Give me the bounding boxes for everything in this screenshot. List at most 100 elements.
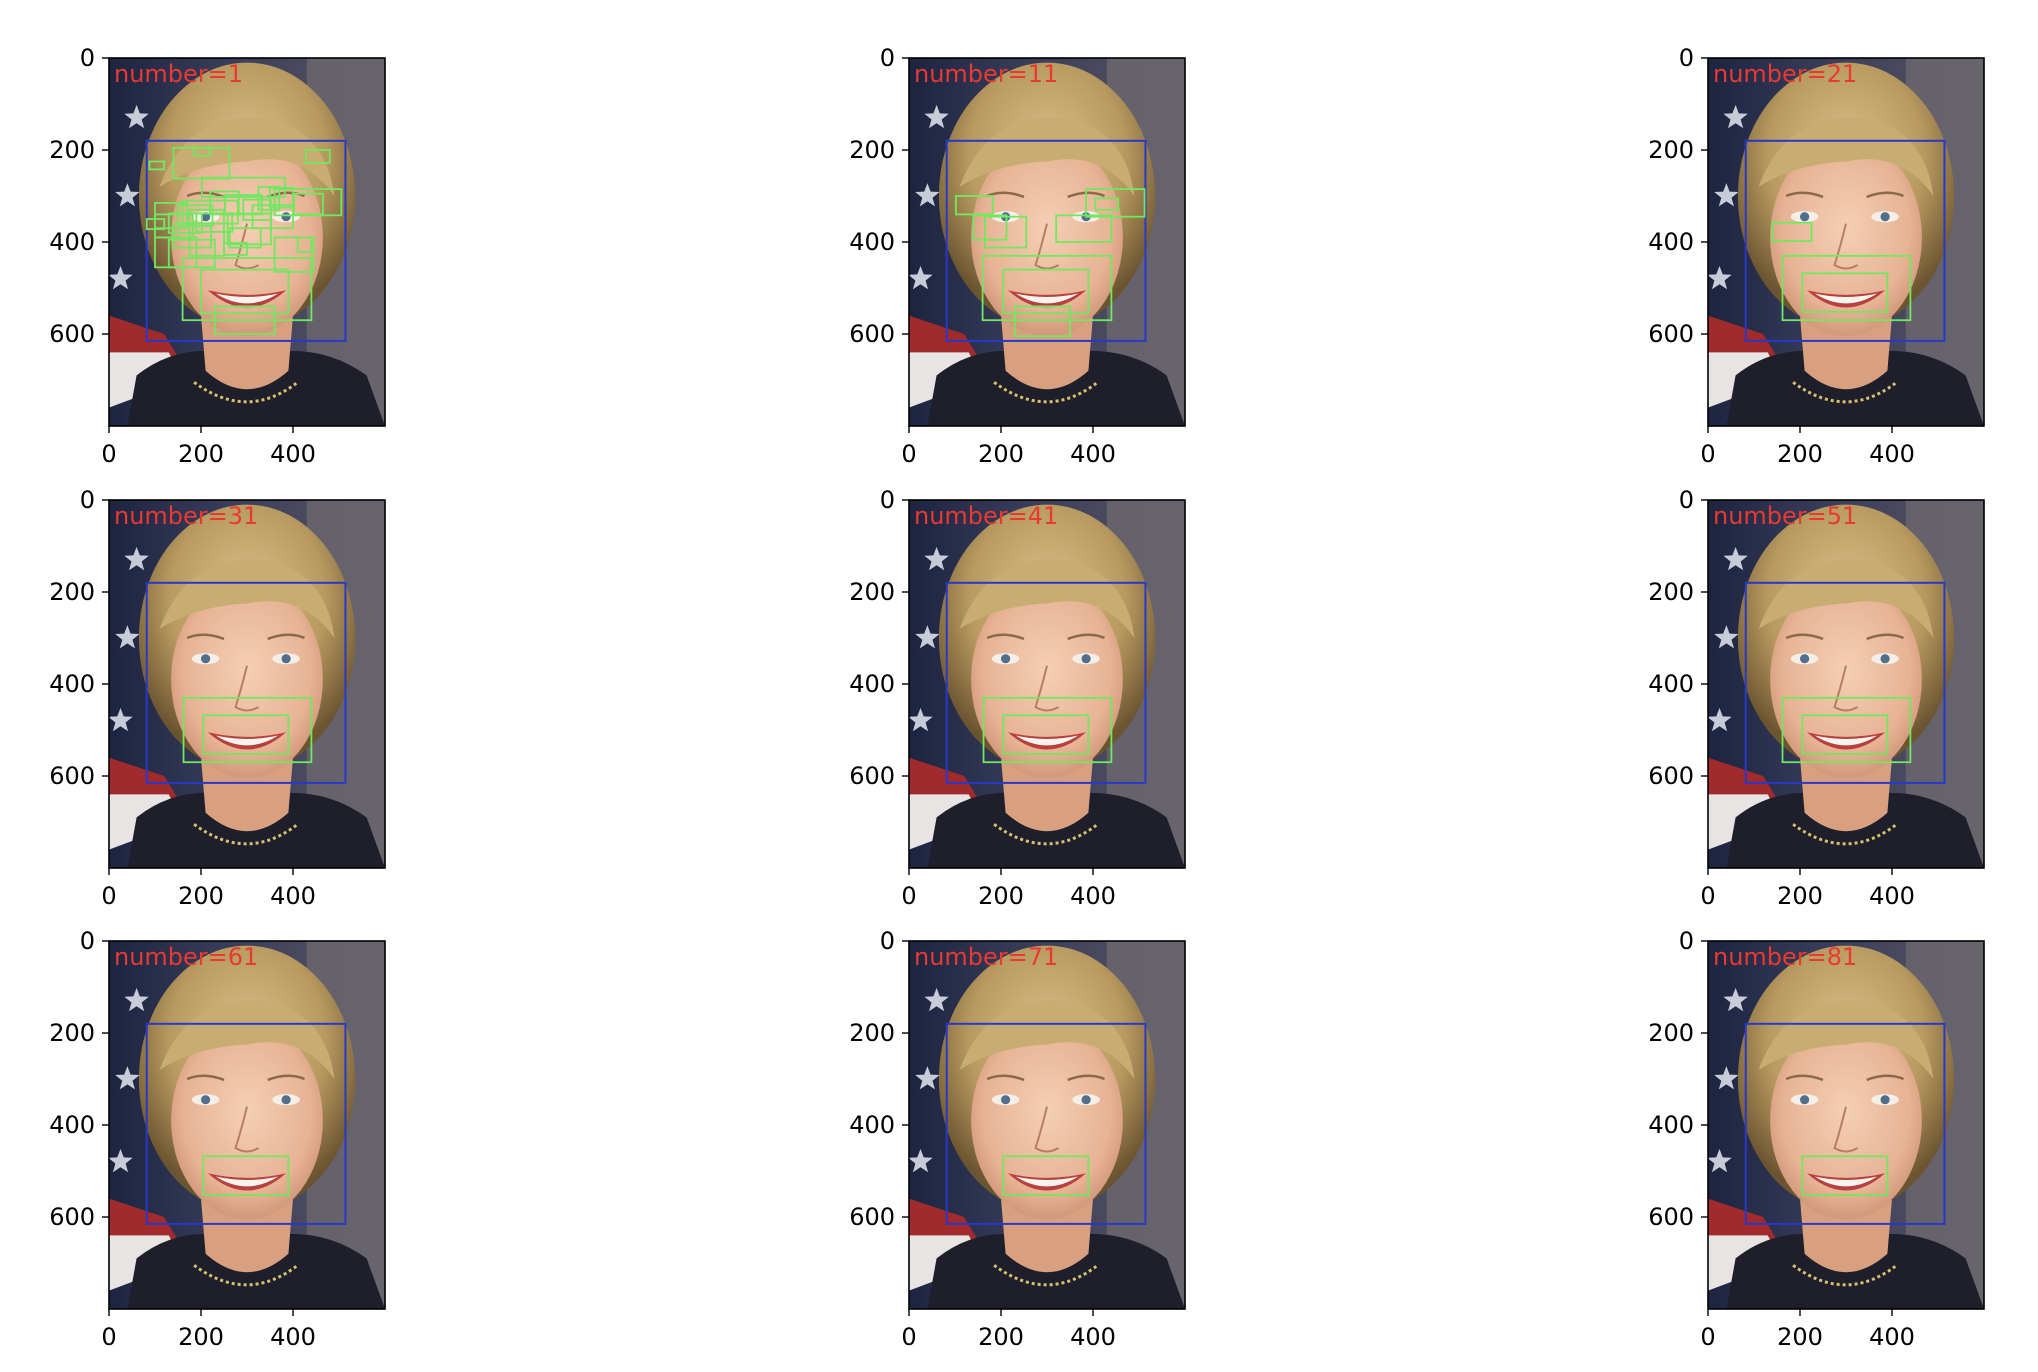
candidate-box — [1055, 214, 1113, 243]
x-tick-label: 400 — [1070, 1323, 1116, 1351]
y-tick-label: 400 — [849, 1111, 895, 1139]
teeth — [1814, 735, 1878, 746]
candidate-box — [202, 1155, 290, 1196]
y-tick-label: 200 — [49, 136, 95, 164]
candidate-box — [1002, 1155, 1090, 1196]
face-box — [945, 139, 1147, 342]
flag-star — [124, 546, 149, 571]
y-tick-label: 400 — [49, 228, 95, 256]
nose — [1833, 223, 1859, 270]
eyebrow-left — [186, 1074, 225, 1082]
nose — [234, 223, 260, 270]
y-tick-label: 0 — [1679, 486, 1694, 514]
subplot-image: number=31 — [109, 500, 385, 868]
x-tick-label: 400 — [1869, 882, 1915, 910]
flag-star — [909, 707, 933, 732]
y-tick-label: 400 — [1648, 670, 1694, 698]
candidate-box — [188, 208, 225, 257]
y-tick-label: 400 — [849, 670, 895, 698]
teeth — [215, 735, 279, 746]
iris — [1880, 212, 1890, 222]
face — [971, 580, 1123, 779]
iris — [1081, 1095, 1091, 1105]
flag-star — [909, 265, 933, 290]
flag-star — [1714, 1066, 1739, 1090]
jacket — [127, 1233, 385, 1309]
x-tick-label: 400 — [1869, 440, 1915, 468]
subplot-image: number=61 — [109, 941, 385, 1309]
y-tick-label: 0 — [880, 927, 895, 955]
flag-star — [1708, 265, 1732, 290]
teeth — [1015, 735, 1079, 746]
nose — [1034, 665, 1060, 712]
eyebrow-left — [186, 633, 225, 641]
face-box — [1744, 1022, 1946, 1225]
bangs — [159, 559, 335, 638]
iris — [1880, 1095, 1890, 1105]
face-box — [945, 1022, 1147, 1225]
subplot-image: number=21 — [1708, 58, 1984, 426]
flag-star — [109, 1148, 133, 1173]
necklace — [1792, 1264, 1898, 1287]
face — [171, 1021, 323, 1220]
y-tick-label: 400 — [1648, 228, 1694, 256]
candidate-box — [981, 254, 1113, 322]
candidate-box — [1801, 1155, 1889, 1196]
candidate-box — [1013, 305, 1071, 338]
iris — [1081, 654, 1091, 664]
x-tick-label: 200 — [978, 1323, 1024, 1351]
x-tick-label: 400 — [270, 440, 316, 468]
candidate-box — [982, 696, 1113, 764]
neck — [1001, 1198, 1093, 1273]
candidate-box — [1801, 714, 1889, 755]
neck — [1800, 1198, 1892, 1273]
subplot-1: number=1 0 200 400 0 200 400 600 — [49, 44, 386, 468]
subplot-image: number=71 — [909, 941, 1185, 1309]
candidate-box — [269, 186, 294, 209]
y-tick-label: 600 — [1648, 762, 1694, 790]
candidate-box — [1781, 696, 1912, 764]
x-tick-label: 400 — [270, 882, 316, 910]
neck — [201, 1198, 293, 1273]
bangs — [159, 117, 335, 196]
y-tick-label: 400 — [849, 228, 895, 256]
panel-caption: number=1 — [114, 60, 243, 88]
eyebrow-left — [1785, 191, 1824, 199]
subplot-image: number=41 — [909, 500, 1185, 868]
candidate-box — [293, 192, 324, 216]
face-box — [145, 1022, 347, 1225]
nose — [234, 1106, 260, 1153]
flag-star — [915, 183, 940, 207]
panel-caption: number=71 — [914, 943, 1058, 971]
y-tick-label: 0 — [880, 44, 895, 72]
iris — [1001, 1095, 1011, 1105]
candidate-box — [200, 268, 290, 315]
y-tick-label: 200 — [849, 578, 895, 606]
candidate-box — [193, 146, 212, 157]
flag-star — [124, 104, 149, 129]
x-tick-label: 0 — [1700, 882, 1715, 910]
flag-star — [1723, 987, 1748, 1012]
face — [971, 1021, 1123, 1220]
eyebrow-left — [1785, 1074, 1824, 1082]
jacket — [927, 1233, 1185, 1309]
face-box — [145, 139, 347, 342]
teeth — [215, 1176, 279, 1187]
nose — [1034, 223, 1060, 270]
flag-star — [1723, 546, 1748, 571]
teeth — [1015, 293, 1079, 304]
necklace — [1792, 381, 1898, 404]
necklace — [1792, 823, 1898, 846]
candidate-box — [257, 185, 281, 211]
neck — [1800, 315, 1892, 390]
neck — [1800, 757, 1892, 832]
eyebrow-right — [267, 633, 305, 641]
iris — [1001, 654, 1011, 664]
subplot-3: number=21 0 200 400 0 200 400 600 — [1648, 44, 1985, 468]
y-tick-label: 200 — [1648, 1019, 1694, 1047]
bangs — [1758, 1000, 1934, 1079]
candidate-box — [1771, 221, 1813, 242]
face — [971, 138, 1123, 337]
y-tick-label: 200 — [849, 1019, 895, 1047]
